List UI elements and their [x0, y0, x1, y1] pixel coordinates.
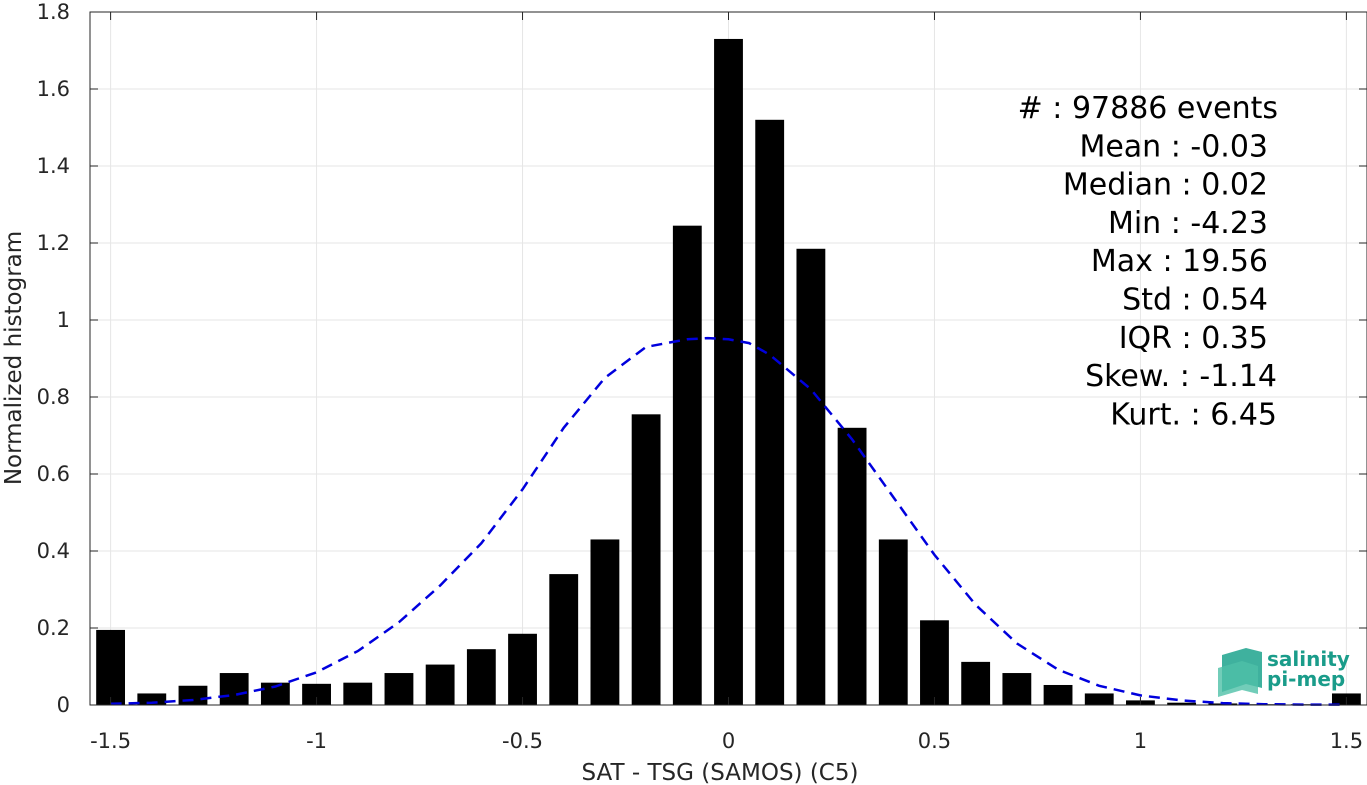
x-tick-label: -1.5	[90, 729, 131, 753]
y-tick-label: 0.8	[37, 385, 70, 409]
x-tick-label: 0.5	[918, 729, 951, 753]
histogram-bar	[1084, 693, 1114, 705]
stat-line: Median : 0.02	[1063, 168, 1268, 203]
histogram-bar	[920, 620, 949, 705]
histogram-bar	[508, 633, 537, 705]
histogram-bar	[1167, 702, 1197, 705]
x-tick-label: 1.5	[1330, 729, 1363, 753]
histogram-bar	[755, 119, 785, 706]
logo-text-pi-mep: pi-mep	[1267, 667, 1345, 691]
x-tick-label: -1	[306, 729, 327, 753]
y-tick-label: 1.2	[37, 231, 70, 255]
histogram-bar	[590, 539, 620, 705]
salinity-pi-mep-logo: salinity pi-mep	[1218, 647, 1350, 697]
normal-fit-curve	[110, 336, 1347, 706]
stat-line: Mean : -0.03	[1079, 129, 1268, 164]
stat-line: # : 97886 events	[1018, 91, 1278, 126]
y-tick-label: 0.2	[37, 616, 70, 640]
histogram-bar	[631, 414, 661, 705]
histogram-bars	[96, 38, 1361, 706]
stat-line: Max : 19.56	[1091, 244, 1268, 279]
histogram-bar	[549, 574, 579, 705]
x-tick-label: 0	[722, 729, 735, 753]
x-axis-ticks: -1.5 -1 -0.5 0 0.5 1 1.5	[90, 12, 1363, 753]
histogram-bar	[178, 685, 208, 705]
x-tick-label: 1	[1134, 729, 1147, 753]
histogram-bar	[714, 38, 743, 705]
stat-line: Min : -4.23	[1108, 206, 1268, 241]
x-axis-label: SAT - TSG (SAMOS) (C5)	[582, 760, 859, 785]
stat-line: Skew. : -1.14	[1085, 359, 1277, 394]
y-axis-ticks: 0 0.2 0.4 0.6 0.8 1 1.2 1.4 1.6 1.8	[37, 0, 1367, 717]
logo-wave-icon-2	[1218, 661, 1258, 697]
stat-line: Std : 0.54	[1122, 283, 1268, 318]
histogram-bar	[672, 225, 702, 706]
histogram-bar	[837, 427, 867, 705]
histogram-bar	[961, 661, 991, 705]
histogram-bar	[302, 683, 331, 705]
histogram-bar	[466, 649, 496, 705]
histogram-bar	[796, 248, 826, 705]
logo-text-salinity: salinity	[1267, 647, 1350, 671]
y-tick-label: 0.4	[37, 539, 70, 563]
y-axis-label: Normalized histogram	[1, 231, 27, 485]
stat-line: Kurt. : 6.45	[1110, 397, 1277, 432]
stat-line: IQR : 0.35	[1119, 321, 1268, 356]
histogram-bar	[219, 673, 249, 705]
y-tick-label: 1	[57, 308, 70, 332]
histogram-bar	[384, 673, 414, 705]
fit-line	[110, 336, 1347, 706]
histogram-bar	[878, 539, 908, 705]
histogram-bar	[425, 664, 455, 705]
histogram-bar	[260, 682, 290, 705]
y-tick-label: 0	[57, 693, 70, 717]
histogram-bar	[1043, 684, 1073, 705]
y-tick-label: 1.4	[37, 154, 70, 178]
x-tick-label: -0.5	[502, 729, 543, 753]
histogram-bar	[137, 693, 167, 705]
histogram-bar	[343, 682, 373, 705]
histogram-bar	[96, 629, 126, 705]
y-tick-label: 1.6	[37, 77, 70, 101]
y-tick-label: 1.8	[37, 0, 70, 24]
y-tick-label: 0.6	[37, 462, 70, 486]
histogram-bar	[1002, 673, 1032, 705]
